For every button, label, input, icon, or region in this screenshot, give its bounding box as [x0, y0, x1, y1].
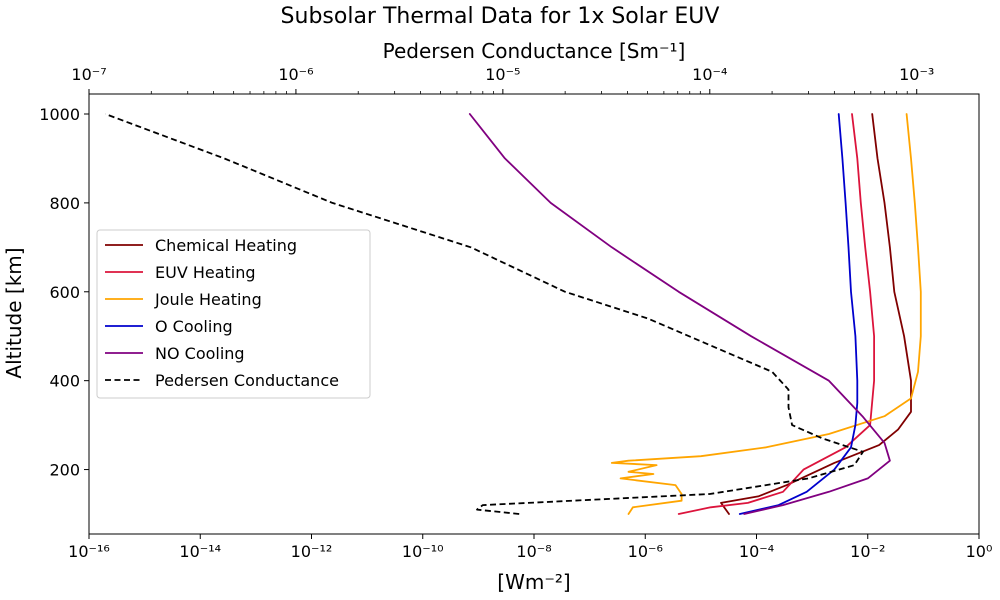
bottom-tick-label: 10⁻¹⁰ — [402, 542, 444, 561]
legend-label: Pedersen Conductance — [155, 371, 339, 390]
major-ticks: 10⁻¹⁶ 10⁻¹⁴ 10⁻¹² 10⁻¹⁰ 10⁻⁸ 10⁻⁶ 10⁻⁴ 10⁻² 10⁰ 1… — [39, 65, 992, 561]
bottom-tick-label: 10⁻¹⁶ — [68, 542, 110, 561]
bottom-tick-label: 10⁻¹⁴ — [179, 542, 221, 561]
series-line-chemical-heating — [720, 113, 912, 515]
series-layer — [105, 113, 922, 515]
y-tick-label: 600 — [49, 283, 80, 302]
bottom-tick-label: 10⁻² — [850, 542, 885, 561]
series-line-euv-heating — [677, 113, 875, 515]
legend-label: O Cooling — [155, 317, 233, 336]
top-tick-label: 10⁻⁶ — [278, 65, 313, 84]
series-line-o-cooling — [738, 113, 859, 515]
bottom-tick-label: 10⁻⁶ — [628, 542, 663, 561]
y-tick-label: 1000 — [39, 105, 80, 124]
top-tick-label: 10⁻⁵ — [485, 65, 520, 84]
legend-box — [96, 229, 371, 399]
top-tick-label: 10⁻³ — [899, 65, 934, 84]
legend: Chemical Heating EUV Heating Joule Heating… — [96, 229, 371, 399]
plot-frame — [88, 93, 980, 535]
y-axis-label: Altitude [km] — [2, 247, 26, 378]
legend-label: EUV Heating — [155, 263, 256, 282]
series-line-pedersen-conductance — [105, 113, 864, 515]
top-tick-label: 10⁻⁴ — [692, 65, 727, 84]
bottom-tick-label: 10⁻⁸ — [516, 542, 551, 561]
bottom-tick-label: 10⁰ — [966, 542, 993, 561]
y-tick-label: 200 — [49, 461, 80, 480]
legend-label: NO Cooling — [155, 344, 245, 363]
bottom-axis-label: [Wm⁻²] — [497, 570, 570, 594]
top-axis-label: Pedersen Conductance [Sm⁻¹] — [383, 39, 686, 63]
series-line-no-cooling — [468, 113, 891, 515]
bottom-tick-label: 10⁻⁴ — [739, 542, 774, 561]
y-tick-label: 400 — [49, 372, 80, 391]
legend-label: Chemical Heating — [155, 236, 297, 255]
y-tick-label: 800 — [49, 194, 80, 213]
series-line-joule-heating — [610, 113, 922, 515]
top-tick-label: 10⁻⁷ — [71, 65, 106, 84]
chart-title: Subsolar Thermal Data for 1x Solar EUV — [281, 4, 720, 29]
bottom-tick-label: 10⁻¹² — [291, 542, 333, 561]
legend-label: Joule Heating — [154, 290, 262, 309]
